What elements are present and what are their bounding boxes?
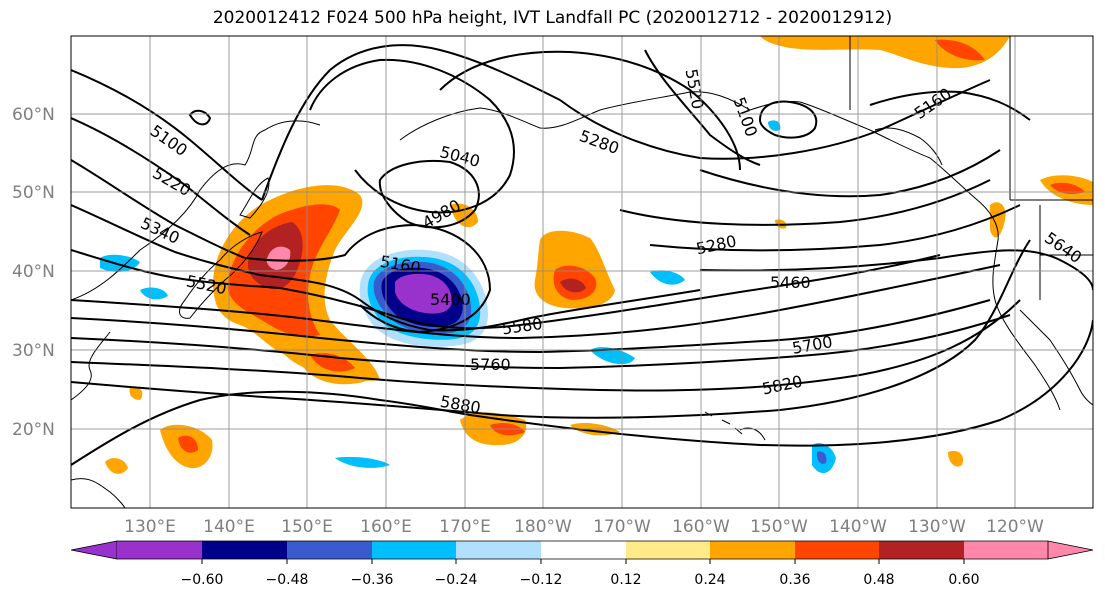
contour-label: 5220 (149, 163, 194, 200)
colorbar-tick-label: −0.12 (520, 572, 563, 588)
contour-label: 5160 (911, 84, 955, 123)
lon-label: 180°W (514, 517, 572, 537)
colorbar-tick-label: −0.60 (181, 572, 224, 588)
contour-label: 5100 (147, 121, 191, 160)
colorbar-tick-label: 0.60 (948, 572, 979, 588)
colorbar-segment (202, 541, 288, 559)
lat-label: 40°N (12, 262, 55, 282)
map-title: 2020012412 F024 500 hPa height, IVT Land… (212, 8, 893, 28)
colorbar-tick-label: −0.24 (435, 572, 478, 588)
contour-label: 5760 (470, 355, 511, 374)
lat-label: 60°N (12, 105, 55, 125)
lon-label: 120°W (986, 517, 1044, 537)
longitude-labels: 130°E 140°E 150°E 160°E 170°E 180°W 170°… (124, 517, 1044, 537)
colorbar-segment (372, 541, 458, 559)
contour-label: 5580 (501, 314, 544, 338)
lon-label: 170°W (593, 517, 651, 537)
colorbar-segment (795, 541, 881, 559)
colorbar-segment (879, 541, 965, 559)
lon-label: 130°E (124, 517, 176, 537)
colorbar-tick-label: 0.36 (779, 572, 810, 588)
contour-label: 5400 (430, 290, 471, 309)
gridlines (71, 36, 1093, 508)
colorbar-segment (1047, 540, 1094, 560)
contour-label: 5820 (760, 372, 804, 399)
colorbar-segment (964, 541, 1048, 559)
colorbar-segment (70, 540, 118, 560)
map-frame (70, 35, 1094, 509)
contour-label: 5880 (439, 392, 482, 418)
contour-label: 5520 (682, 67, 708, 110)
colorbar-tick-label: 0.12 (610, 572, 641, 588)
lat-label: 20°N (12, 420, 55, 440)
lon-label: 130°W (908, 517, 966, 537)
contour-label: 5100 (729, 95, 761, 140)
lat-label: 30°N (12, 341, 55, 361)
colorbar-tick-label: −0.48 (266, 572, 309, 588)
lon-label: 150°W (750, 517, 808, 537)
colorbar: −0.60 −0.48 −0.36 −0.24 −0.12 0.12 0.24 … (70, 540, 1094, 588)
colorbar-tick-label: −0.36 (351, 572, 394, 588)
colorbar-segment (541, 541, 627, 559)
lat-label: 50°N (12, 183, 55, 203)
lon-label: 160°W (672, 517, 730, 537)
colorbar-segment (287, 541, 373, 559)
latitude-labels: 60°N 50°N 40°N 30°N 20°N (12, 105, 55, 440)
colorbar-segment (710, 541, 796, 559)
colorbar-tick-label: 0.48 (863, 572, 894, 588)
colorbar-segment (456, 541, 542, 559)
lon-label: 160°E (360, 517, 412, 537)
contour-label: 5280 (577, 126, 622, 158)
lon-label: 140°W (829, 517, 887, 537)
lon-label: 140°E (203, 517, 255, 537)
lon-label: 150°E (281, 517, 333, 537)
contour-label: 5340 (138, 213, 183, 247)
colorbar-segment (117, 541, 203, 559)
contour-label: 5460 (770, 273, 811, 292)
colorbar-tick-label: 0.24 (694, 572, 725, 588)
lon-label: 170°E (439, 517, 491, 537)
colorbar-segment (626, 541, 712, 559)
